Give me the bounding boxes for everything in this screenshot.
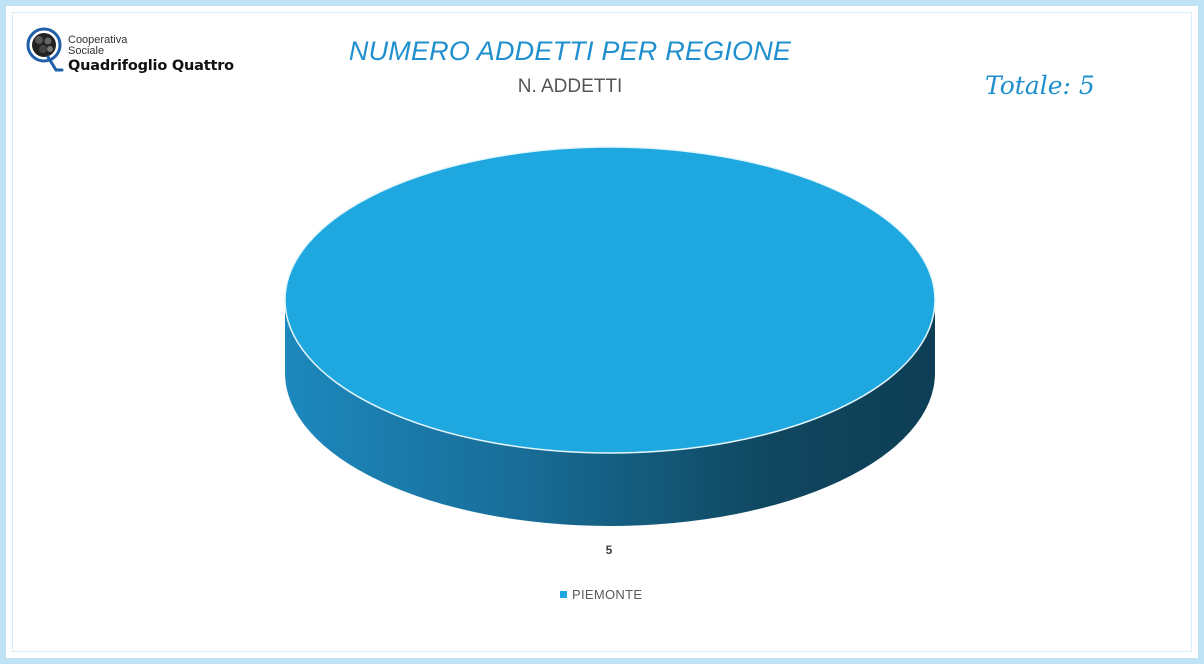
total-count: Totale: 5 [985, 71, 1095, 100]
pie-slice-piemonte[interactable] [284, 146, 936, 454]
chart-legend: PIEMONTE [560, 585, 642, 603]
logo-company-name: Quadrifoglio Quattro [68, 58, 234, 74]
company-logo: Cooperativa Sociale Quadrifoglio Quattro [26, 26, 236, 82]
legend-swatch-piemonte [560, 590, 567, 598]
page-title: NUMERO ADDETTI PER REGIONE [348, 36, 792, 66]
data-label-piemonte: 5 [606, 543, 613, 557]
logo-mark-icon [26, 27, 64, 72]
slide-inner-border [12, 12, 1192, 652]
logo-text-line2: Sociale [68, 45, 105, 57]
legend-label-piemonte: PIEMONTE [572, 586, 643, 602]
pie-slice-side-piemonte [285, 300, 935, 526]
chart-title: N. ADDETTI [517, 76, 623, 97]
logo-text-line1: Cooperativa [68, 34, 128, 46]
